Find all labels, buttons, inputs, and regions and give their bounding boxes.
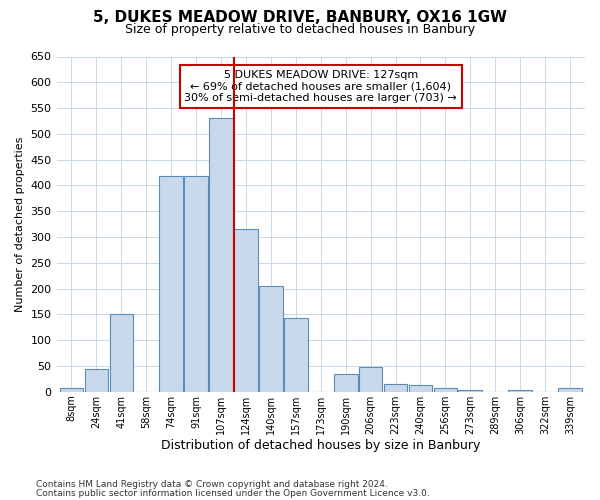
Bar [458, 390, 482, 392]
Bar [508, 390, 532, 392]
Bar [259, 286, 283, 392]
Bar [184, 176, 208, 392]
Bar [558, 388, 582, 392]
Text: 5 DUKES MEADOW DRIVE: 127sqm
← 69% of detached houses are smaller (1,604)
30% of: 5 DUKES MEADOW DRIVE: 127sqm ← 69% of de… [184, 70, 457, 103]
Bar [234, 230, 258, 392]
Text: 5, DUKES MEADOW DRIVE, BANBURY, OX16 1GW: 5, DUKES MEADOW DRIVE, BANBURY, OX16 1GW [93, 10, 507, 25]
Bar [110, 314, 133, 392]
Bar [334, 374, 358, 392]
Bar [59, 388, 83, 392]
Y-axis label: Number of detached properties: Number of detached properties [15, 136, 25, 312]
Bar [434, 388, 457, 392]
X-axis label: Distribution of detached houses by size in Banbury: Distribution of detached houses by size … [161, 440, 481, 452]
Bar [284, 318, 308, 392]
Bar [409, 385, 433, 392]
Bar [359, 367, 382, 392]
Bar [384, 384, 407, 392]
Bar [160, 176, 183, 392]
Text: Contains HM Land Registry data © Crown copyright and database right 2024.: Contains HM Land Registry data © Crown c… [36, 480, 388, 489]
Text: Size of property relative to detached houses in Banbury: Size of property relative to detached ho… [125, 22, 475, 36]
Bar [85, 368, 108, 392]
Text: Contains public sector information licensed under the Open Government Licence v3: Contains public sector information licen… [36, 488, 430, 498]
Bar [209, 118, 233, 392]
